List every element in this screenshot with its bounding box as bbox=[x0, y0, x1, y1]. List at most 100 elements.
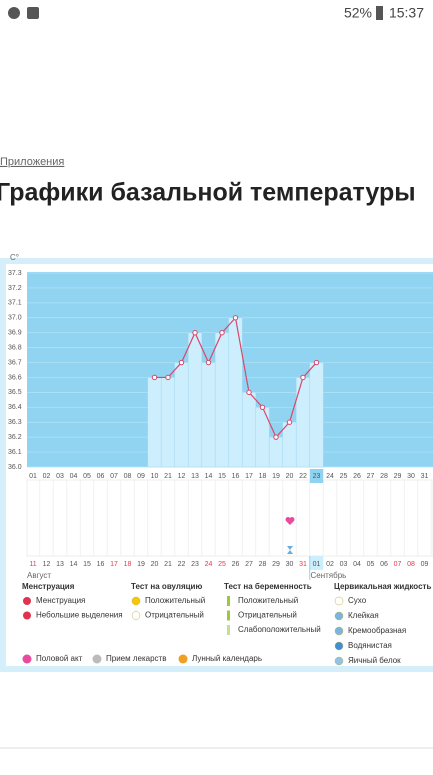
bar bbox=[295, 377, 311, 468]
legend-icon bbox=[131, 611, 141, 620]
legend-icon bbox=[227, 596, 230, 606]
point bbox=[273, 434, 279, 440]
x-tick-label: 22 bbox=[299, 473, 307, 480]
y-tick-label: 36.8 bbox=[8, 344, 22, 351]
hourglass-icon bbox=[287, 546, 293, 554]
bar bbox=[255, 407, 270, 468]
y-tick-label: 36.1 bbox=[8, 449, 22, 456]
legend-item: Небольшие выделения bbox=[36, 611, 123, 620]
legend-item: Кремообразная bbox=[348, 626, 406, 635]
bar bbox=[187, 332, 203, 468]
date-label: 11 bbox=[29, 561, 36, 568]
date-label: 26 bbox=[232, 561, 240, 568]
legend-icon bbox=[92, 654, 102, 664]
legend-title: Цервикальная жидкость bbox=[334, 582, 431, 591]
x-tick-label: 08 bbox=[124, 473, 132, 480]
point bbox=[246, 389, 252, 396]
bar bbox=[160, 377, 176, 468]
x-tick-label: 25 bbox=[340, 473, 348, 480]
legend-icon bbox=[23, 597, 31, 605]
date-label: 02 bbox=[326, 561, 334, 568]
date-label: 25 bbox=[218, 561, 226, 568]
legend-icon bbox=[22, 654, 32, 664]
bar bbox=[147, 377, 162, 468]
legend-icon bbox=[23, 611, 31, 620]
y-tick-label: 36.6 bbox=[8, 374, 22, 381]
battery: 52% bbox=[344, 5, 372, 21]
breadcrumb[interactable]: Приложения bbox=[0, 156, 64, 168]
point bbox=[219, 329, 225, 336]
month-label: Август bbox=[27, 571, 51, 580]
heart-icon bbox=[285, 517, 295, 525]
legend-title: Тест на овуляцию bbox=[131, 582, 202, 591]
x-tick-label: 09 bbox=[137, 473, 145, 480]
legend-item: Половой акт bbox=[36, 654, 83, 663]
bar bbox=[201, 362, 216, 468]
bar bbox=[214, 332, 230, 468]
bar bbox=[268, 436, 284, 468]
date-label: 06 bbox=[380, 561, 388, 568]
x-tick-label: 30 bbox=[407, 473, 415, 480]
date-label: 18 bbox=[124, 561, 132, 568]
notes-area bbox=[26, 479, 433, 557]
y-tick-label: 37.2 bbox=[8, 285, 22, 292]
legend-title: Менструация bbox=[22, 582, 75, 591]
legend-icon bbox=[227, 610, 230, 621]
x-tick-label: 16 bbox=[232, 473, 240, 480]
x-tick-label: 05 bbox=[83, 473, 91, 480]
unit: C° bbox=[10, 253, 19, 262]
date-label: 16 bbox=[97, 561, 105, 568]
y-tick-label: 37.1 bbox=[8, 300, 22, 307]
y-tick-label: 36.9 bbox=[8, 330, 22, 337]
today-top bbox=[309, 469, 324, 483]
y-tick-label: 36.2 bbox=[8, 434, 22, 441]
legend-icon bbox=[334, 656, 344, 666]
x-tick-label: 14 bbox=[205, 473, 213, 480]
y-tick-label: 36.7 bbox=[8, 359, 22, 366]
x-tick-label: 27 bbox=[367, 473, 375, 480]
x-tick-label: 13 bbox=[191, 473, 199, 480]
x-tick-label: 18 bbox=[259, 473, 267, 480]
today-bottom bbox=[309, 556, 324, 570]
x-tick-label: 02 bbox=[43, 473, 51, 480]
date-label: 08 bbox=[407, 561, 415, 568]
x-tick-label: 29 bbox=[394, 473, 402, 480]
legend-item: Положительный bbox=[145, 596, 205, 605]
legend-icon bbox=[131, 596, 141, 606]
legend-item: Лунный календарь bbox=[192, 654, 262, 663]
legend-item: Слабоположительный bbox=[238, 625, 321, 634]
x-tick-label: 19 bbox=[272, 473, 280, 480]
legend-icon bbox=[334, 611, 344, 621]
date-label: 28 bbox=[259, 561, 267, 568]
point bbox=[192, 329, 198, 336]
battery-icon bbox=[376, 6, 383, 20]
point bbox=[313, 359, 320, 366]
legend-icon bbox=[334, 641, 344, 651]
x-tick-label: 31 bbox=[421, 473, 429, 480]
y-tick-label: 36.3 bbox=[8, 419, 22, 426]
date-label: 13 bbox=[56, 561, 64, 568]
x-tick-label: 12 bbox=[178, 473, 186, 480]
clock: 15:37 bbox=[389, 5, 424, 21]
date-label: 09 bbox=[421, 561, 429, 568]
date-label: 22 bbox=[178, 561, 186, 568]
bar bbox=[309, 362, 324, 468]
status-icon bbox=[27, 7, 39, 19]
point bbox=[205, 359, 212, 366]
date-label: 14 bbox=[70, 561, 78, 568]
point bbox=[178, 359, 185, 366]
date-label: 19 bbox=[137, 561, 145, 568]
x-tick-label: 04 bbox=[70, 473, 78, 480]
legend-item: Сухо bbox=[348, 596, 367, 605]
x-tick-label: 20 bbox=[286, 473, 294, 480]
date-label: 04 bbox=[353, 561, 361, 568]
x-tick-label: 26 bbox=[353, 473, 361, 480]
legend-icon bbox=[178, 654, 188, 664]
date-label: 01 bbox=[313, 561, 321, 568]
date-label: 21 bbox=[164, 561, 172, 568]
date-label: 24 bbox=[205, 561, 213, 568]
point bbox=[151, 374, 158, 381]
status-bar bbox=[0, 0, 433, 26]
